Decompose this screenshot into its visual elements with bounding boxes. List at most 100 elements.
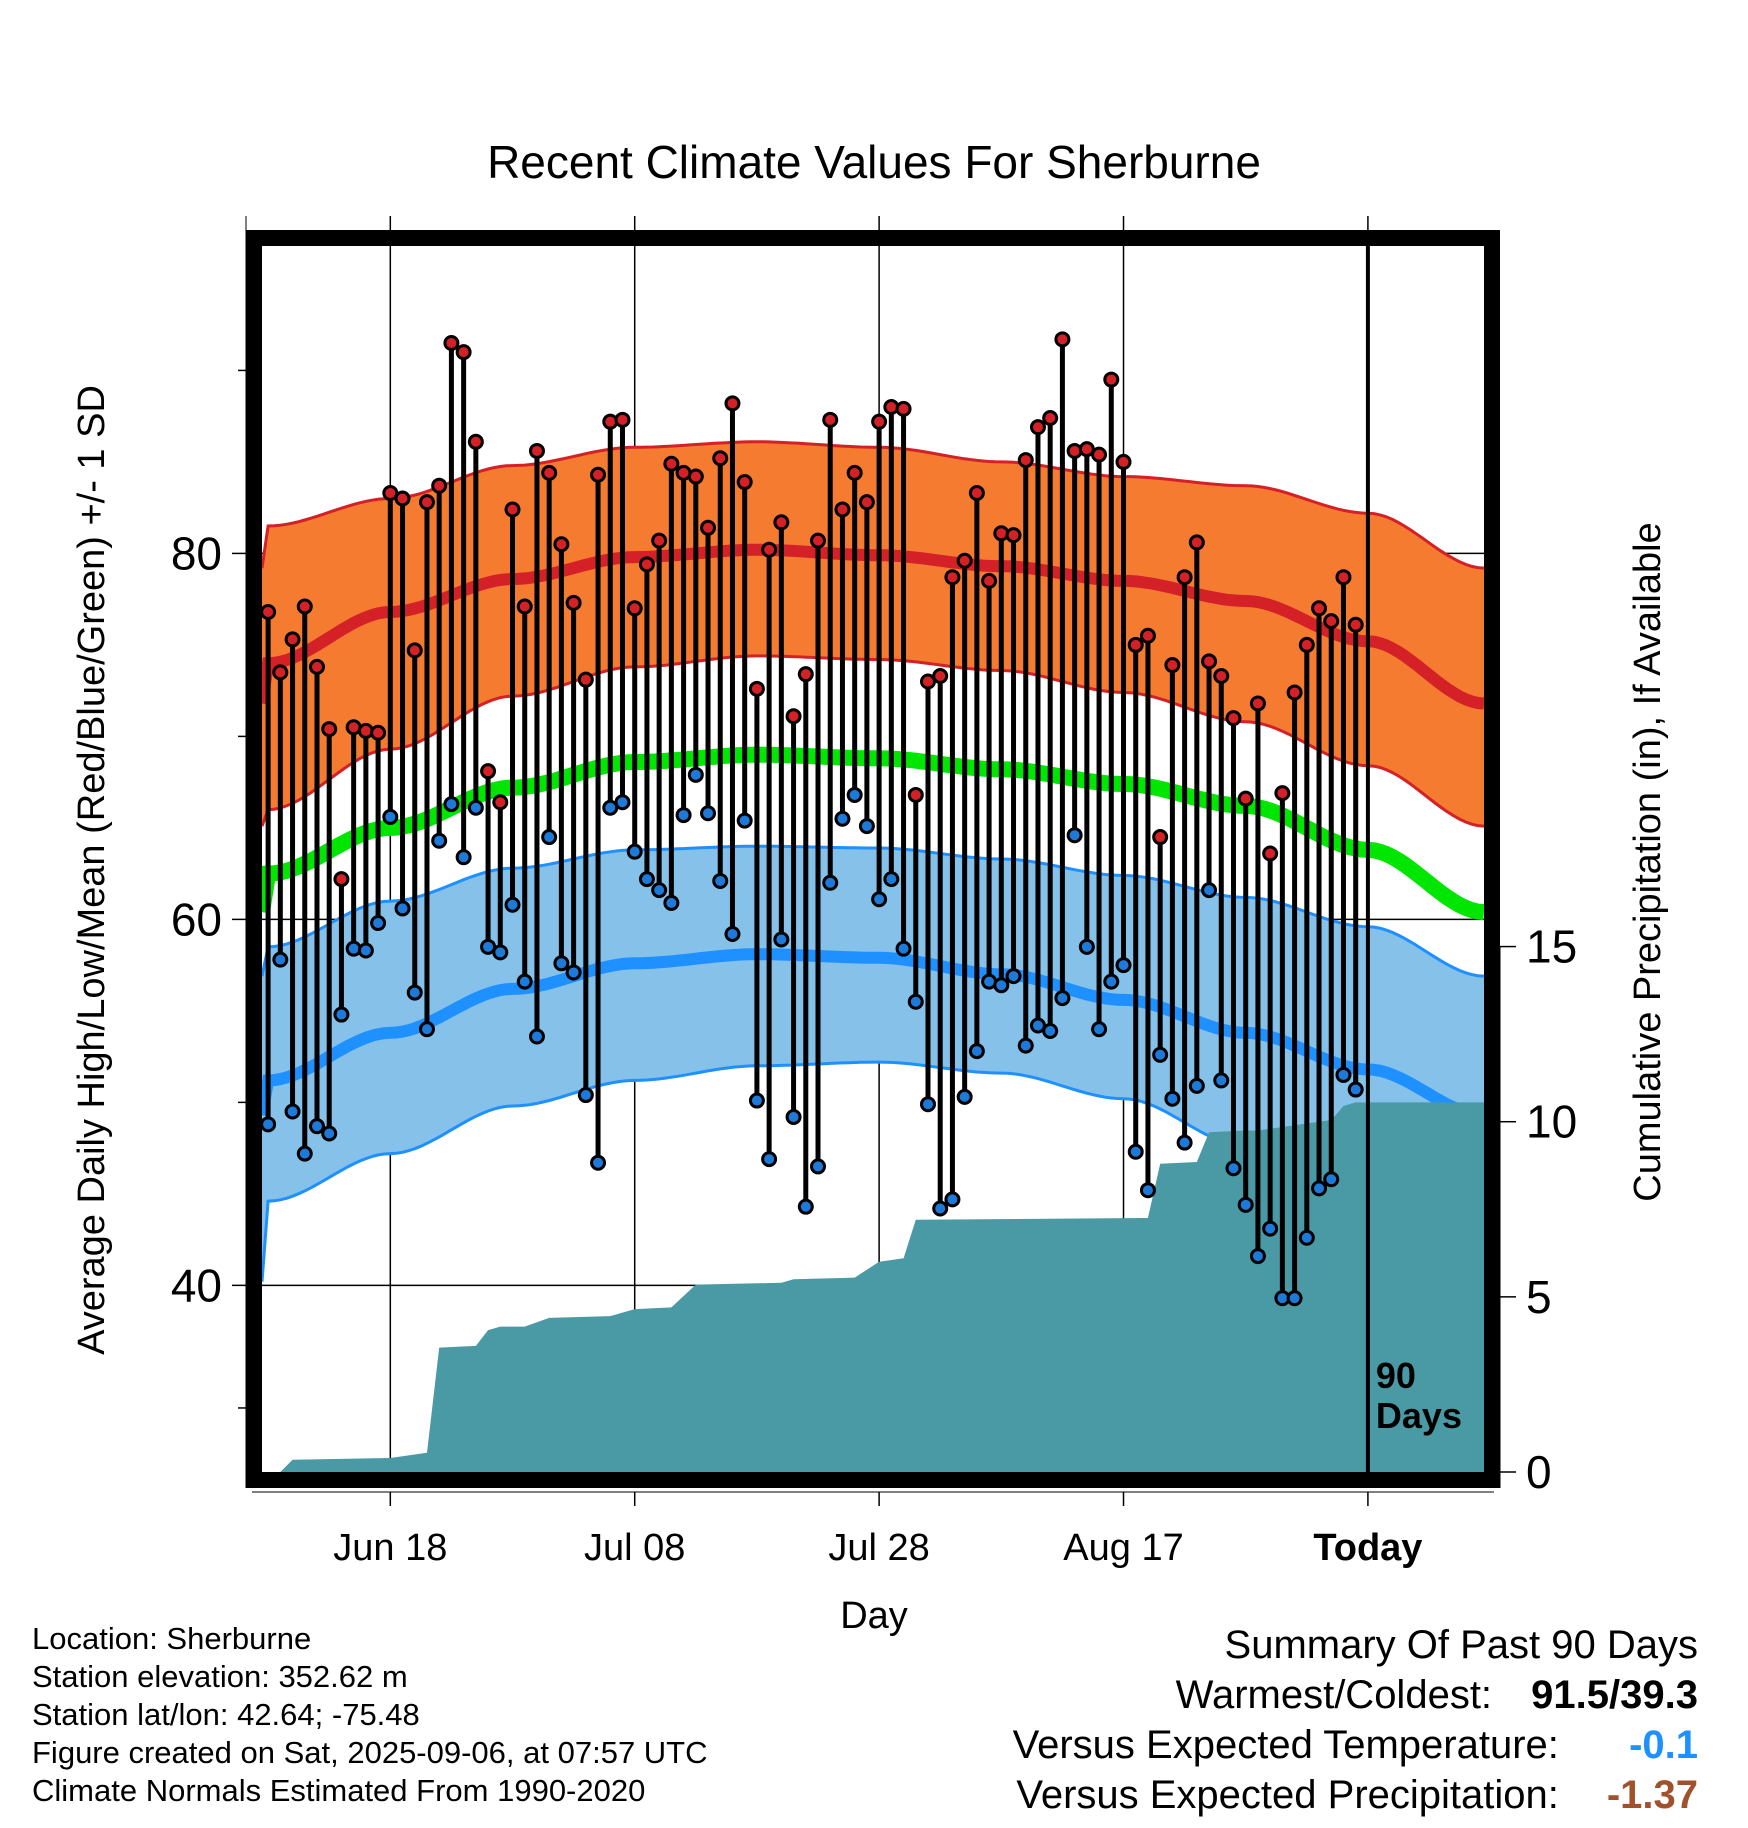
daily-high-point xyxy=(651,532,668,549)
daily-low-point xyxy=(761,1151,778,1168)
daily-low-point xyxy=(1298,1229,1315,1246)
daily-high-point xyxy=(504,501,521,518)
daily-low-point xyxy=(907,993,924,1010)
daily-low-point xyxy=(871,891,888,908)
normals-text: Climate Normals Estimated From 1990-2020 xyxy=(32,1773,646,1808)
daily-low-point xyxy=(418,1021,435,1038)
daily-low-point xyxy=(944,1191,961,1208)
daily-low-point xyxy=(736,812,753,829)
y2-tick-label: 15 xyxy=(1526,921,1577,973)
daily-low-point xyxy=(1066,827,1083,844)
daily-high-point xyxy=(590,466,607,483)
daily-high-point xyxy=(810,532,827,549)
daily-high-point xyxy=(284,631,301,648)
daily-low-point xyxy=(1078,938,1095,955)
daily-low-point xyxy=(1347,1081,1364,1098)
daily-high-point xyxy=(1201,653,1218,670)
daily-low-point xyxy=(1164,1090,1181,1107)
daily-low-point xyxy=(956,1088,973,1105)
daily-high-point xyxy=(968,485,985,502)
daily-low-point xyxy=(1139,1182,1156,1199)
latlon-text: Station lat/lon: 42.64; -75.48 xyxy=(32,1697,420,1732)
daily-low-point xyxy=(1103,973,1120,990)
daily-high-point xyxy=(565,594,582,611)
daily-low-point xyxy=(700,805,717,822)
y-tick-label: 60 xyxy=(171,893,222,945)
daily-low-point xyxy=(272,951,289,968)
temp-anomaly-label: Versus Expected Temperature: xyxy=(1012,1723,1559,1767)
daily-low-point xyxy=(687,766,704,783)
daily-low-point xyxy=(370,915,387,932)
daily-high-point xyxy=(1262,845,1279,862)
daily-high-point xyxy=(626,600,643,617)
daily-low-point xyxy=(895,940,912,957)
normal-high-band xyxy=(262,441,1484,827)
daily-high-point xyxy=(1115,453,1132,470)
daily-low-point xyxy=(712,872,729,889)
summary-panel: Summary Of Past 90 Days Warmest/Coldest:… xyxy=(1013,1620,1698,1820)
daily-low-point xyxy=(1335,1066,1352,1083)
daily-high-point xyxy=(773,514,790,531)
daily-high-point xyxy=(1249,695,1266,712)
daily-high-point xyxy=(577,671,594,688)
daily-high-point xyxy=(1237,790,1254,807)
daily-high-point xyxy=(541,464,558,481)
daily-low-point xyxy=(1286,1290,1303,1307)
y2-axis-label: Cumulative Precipitation (in), If Availa… xyxy=(1627,522,1669,1201)
daily-low-point xyxy=(834,810,851,827)
daily-low-point xyxy=(1152,1046,1169,1063)
daily-low-point xyxy=(541,829,558,846)
daily-high-point xyxy=(321,721,338,738)
daily-high-point xyxy=(394,490,411,507)
daily-low-point xyxy=(1042,1023,1059,1040)
daily-high-point xyxy=(1091,446,1108,463)
daily-high-point xyxy=(1139,627,1156,644)
y2-tick-label: 0 xyxy=(1526,1446,1552,1498)
x-tick-label: Jul 08 xyxy=(584,1527,685,1569)
station-info: Location: Sherburne Station elevation: 3… xyxy=(32,1620,708,1810)
daily-low-point xyxy=(1188,1077,1205,1094)
chart-title: Recent Climate Values For Sherburne xyxy=(487,136,1261,188)
daily-high-point xyxy=(333,871,350,888)
precip-anomaly-label: Versus Expected Precipitation: xyxy=(1016,1773,1559,1817)
created-text: Figure created on Sat, 2025-09-06, at 07… xyxy=(32,1735,708,1770)
daily-high-point xyxy=(1213,668,1230,685)
daily-low-point xyxy=(333,1006,350,1023)
daily-low-point xyxy=(651,882,668,899)
daily-high-point xyxy=(858,494,875,511)
daily-high-point xyxy=(712,450,729,467)
daily-low-point xyxy=(773,931,790,948)
daily-high-point xyxy=(1054,331,1071,348)
daily-high-point xyxy=(1298,636,1315,653)
daily-low-point xyxy=(858,818,875,835)
daily-high-point xyxy=(907,786,924,803)
daily-high-point xyxy=(785,708,802,725)
daily-high-point xyxy=(834,501,851,518)
daily-high-point xyxy=(1335,569,1352,586)
daily-high-point xyxy=(431,477,448,494)
elevation-text: Station elevation: 352.62 m xyxy=(32,1659,408,1694)
daily-low-point xyxy=(968,1043,985,1060)
daily-low-point xyxy=(492,944,509,961)
daily-high-point xyxy=(528,442,545,459)
daily-high-point xyxy=(761,541,778,558)
daily-low-point xyxy=(822,874,839,891)
daily-high-point xyxy=(553,536,570,553)
y2-tick-label: 5 xyxy=(1526,1271,1552,1323)
daily-low-point xyxy=(382,808,399,825)
daily-high-point xyxy=(296,598,313,615)
daily-low-point xyxy=(626,843,643,860)
daily-high-point xyxy=(687,468,704,485)
daily-low-point xyxy=(810,1158,827,1175)
daily-high-point xyxy=(724,395,741,412)
daily-high-point xyxy=(663,455,680,472)
y-axis-label: Average Daily High/Low/Mean (Red/Blue/Gr… xyxy=(71,385,113,1355)
daily-low-point xyxy=(577,1087,594,1104)
daily-low-point xyxy=(1213,1072,1230,1089)
daily-high-point xyxy=(638,556,655,573)
summary-heading: Summary Of Past 90 Days xyxy=(1224,1623,1698,1667)
daily-high-point xyxy=(1127,636,1144,653)
y2-tick-label: 10 xyxy=(1526,1096,1577,1148)
daily-low-point xyxy=(614,794,631,811)
